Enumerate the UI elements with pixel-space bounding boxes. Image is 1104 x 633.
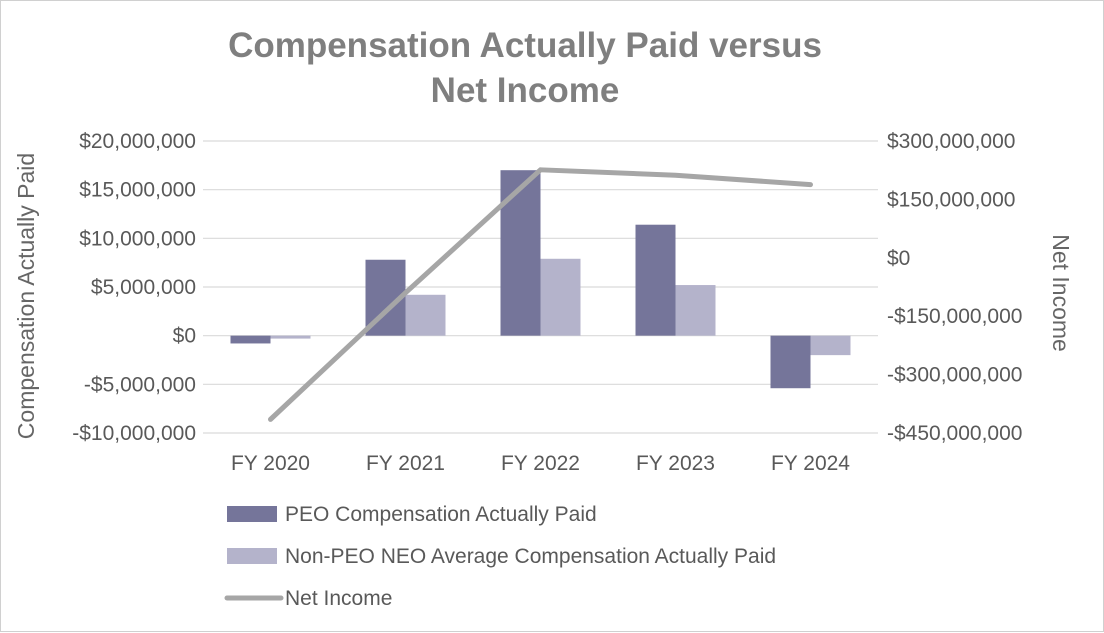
bar-peo: [230, 335, 271, 344]
x-tick-label: FY 2024: [771, 452, 850, 475]
bar-peo: [635, 224, 676, 336]
chart-title-line-2: Net Income: [431, 71, 620, 110]
x-tick-label: FY 2020: [231, 452, 310, 475]
x-tick-label: FY 2022: [501, 452, 580, 475]
right-tick-label: -$300,000,000: [887, 364, 1022, 387]
bar-peo: [770, 335, 811, 389]
bar-non-peo: [675, 285, 716, 336]
right-axis-title: Net Income: [1048, 234, 1074, 352]
legend: PEO Compensation Actually Paid Non-PEO NE…: [224, 503, 776, 610]
right-tick-label: $150,000,000: [887, 188, 1015, 211]
legend-swatch: [227, 506, 277, 522]
bar-non-peo: [540, 258, 581, 336]
bar-non-peo: [810, 335, 851, 356]
right-axis-ticks: $300,000,000 $150,000,000 $0 -$150,000,000 -…: [887, 130, 1022, 445]
left-axis-title: Compensation Actually Paid: [13, 153, 39, 439]
bar-peo: [500, 170, 541, 336]
right-tick-label: -$150,000,000: [887, 305, 1022, 328]
left-tick-label: $10,000,000: [79, 227, 196, 250]
bars: [230, 170, 851, 389]
left-tick-label: -$10,000,000: [72, 422, 196, 445]
legend-label: Net Income: [285, 587, 392, 610]
left-tick-label: $20,000,000: [79, 130, 196, 153]
left-tick-label: -$5,000,000: [84, 373, 196, 396]
legend-label: Non-PEO NEO Average Compensation Actuall…: [285, 545, 776, 568]
left-tick-label: $0: [173, 325, 196, 348]
left-tick-label: $15,000,000: [79, 179, 196, 202]
net-income-line: [268, 167, 813, 422]
legend-label: PEO Compensation Actually Paid: [285, 503, 597, 526]
left-tick-label: $5,000,000: [91, 276, 196, 299]
net-income-polyline: [268, 167, 813, 422]
chart-title-line-1: Compensation Actually Paid versus: [228, 26, 822, 65]
right-tick-label: $0: [887, 247, 910, 270]
x-tick-label: FY 2023: [636, 452, 715, 475]
bar-non-peo: [405, 294, 446, 336]
right-tick-label: -$450,000,000: [887, 422, 1022, 445]
legend-swatch: [227, 548, 277, 564]
left-axis-ticks: $20,000,000 $15,000,000 $10,000,000 $5,000,…: [72, 130, 196, 445]
right-tick-label: $300,000,000: [887, 130, 1015, 153]
bar-non-peo: [270, 335, 311, 339]
x-tick-label: FY 2021: [366, 452, 445, 475]
x-axis-ticks: FY 2020 FY 2021 FY 2022 FY 2023 FY 2024: [231, 452, 850, 475]
